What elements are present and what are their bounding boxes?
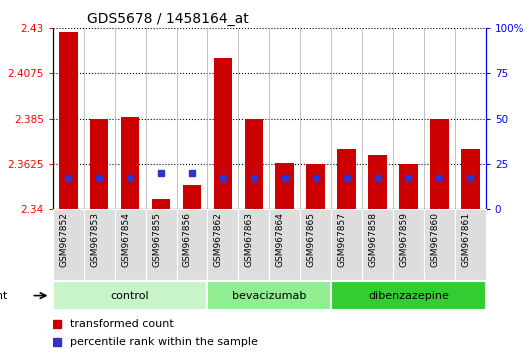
Bar	[238, 209, 269, 280]
Bar	[53, 209, 84, 280]
Text: GSM967856: GSM967856	[183, 212, 192, 267]
Bar	[306, 164, 325, 209]
Bar	[152, 199, 171, 209]
Bar	[183, 185, 201, 209]
Bar	[424, 209, 455, 280]
Bar	[244, 119, 263, 209]
Bar	[331, 281, 486, 310]
Bar	[53, 281, 208, 310]
Bar	[368, 155, 387, 209]
Text: GSM967854: GSM967854	[121, 212, 130, 267]
Text: GSM967855: GSM967855	[152, 212, 161, 267]
Text: GSM967865: GSM967865	[307, 212, 316, 267]
Text: agent: agent	[0, 291, 8, 301]
Bar	[362, 209, 393, 280]
Text: GSM967860: GSM967860	[430, 212, 439, 267]
Text: GSM967858: GSM967858	[369, 212, 378, 267]
Text: GSM967853: GSM967853	[90, 212, 99, 267]
Text: GSM967852: GSM967852	[59, 212, 68, 267]
Bar	[331, 209, 362, 280]
Text: GSM967861: GSM967861	[461, 212, 470, 267]
Text: GSM967863: GSM967863	[245, 212, 254, 267]
Bar	[461, 149, 479, 209]
Text: percentile rank within the sample: percentile rank within the sample	[70, 337, 258, 347]
Bar	[90, 119, 108, 209]
Bar	[208, 209, 238, 280]
Text: transformed count: transformed count	[70, 319, 174, 329]
Bar	[115, 209, 146, 280]
Text: GSM967857: GSM967857	[337, 212, 346, 267]
Text: GSM967864: GSM967864	[276, 212, 285, 267]
Bar	[176, 209, 208, 280]
Bar	[455, 209, 486, 280]
Bar	[214, 58, 232, 209]
Bar	[393, 209, 424, 280]
Bar	[146, 209, 176, 280]
Text: GSM967862: GSM967862	[214, 212, 223, 267]
Text: GDS5678 / 1458164_at: GDS5678 / 1458164_at	[88, 12, 249, 26]
Bar	[337, 149, 356, 209]
Text: dibenzazepine: dibenzazepine	[368, 291, 449, 301]
Text: control: control	[111, 291, 149, 301]
Bar	[300, 209, 331, 280]
Bar	[84, 209, 115, 280]
Bar	[399, 164, 418, 209]
Bar	[276, 163, 294, 209]
Bar	[208, 281, 331, 310]
Text: bevacizumab: bevacizumab	[232, 291, 306, 301]
Bar	[121, 116, 139, 209]
Bar	[269, 209, 300, 280]
Bar	[430, 119, 449, 209]
Bar	[59, 32, 78, 209]
Text: GSM967859: GSM967859	[400, 212, 409, 267]
